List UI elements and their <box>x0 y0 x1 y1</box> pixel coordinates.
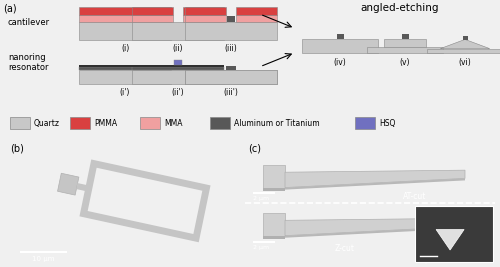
Text: PMMA: PMMA <box>94 119 117 128</box>
Polygon shape <box>263 236 285 239</box>
Bar <box>185 15 226 22</box>
Bar <box>227 16 235 22</box>
Bar <box>336 34 344 40</box>
Text: (ii'): (ii') <box>172 88 184 97</box>
Text: (iii'): (iii') <box>224 88 238 97</box>
Bar <box>236 15 277 22</box>
Bar <box>185 70 277 84</box>
Text: (a): (a) <box>3 3 16 13</box>
Polygon shape <box>285 170 465 187</box>
Bar <box>427 49 500 53</box>
Text: (i): (i) <box>121 45 129 53</box>
Text: angled-etching: angled-etching <box>361 3 440 13</box>
Bar <box>236 7 277 15</box>
Bar <box>132 65 224 67</box>
Bar <box>210 117 230 129</box>
Bar <box>132 67 224 70</box>
Bar <box>355 117 375 129</box>
Bar <box>70 117 90 129</box>
Polygon shape <box>263 187 285 191</box>
Text: nanoring
resonator: nanoring resonator <box>8 53 48 72</box>
Polygon shape <box>285 226 465 238</box>
Text: 2 μm: 2 μm <box>253 196 269 201</box>
Bar <box>84 164 206 238</box>
Bar <box>302 40 378 53</box>
Bar <box>140 117 160 129</box>
Bar <box>132 70 224 84</box>
Bar <box>402 34 408 40</box>
Polygon shape <box>285 218 465 236</box>
Text: (i'): (i') <box>120 88 130 97</box>
Bar <box>183 7 224 15</box>
Text: (b): (b) <box>10 144 24 154</box>
Text: 1 μm: 1 μm <box>420 259 434 264</box>
Bar <box>10 117 30 129</box>
Text: Quartz: Quartz <box>34 119 60 128</box>
Bar <box>132 22 224 40</box>
Bar <box>226 66 236 70</box>
Text: cantilever: cantilever <box>8 18 50 27</box>
Text: (c): (c) <box>248 144 261 154</box>
Bar <box>79 15 171 22</box>
Text: (ii): (ii) <box>173 45 183 53</box>
Bar <box>79 67 171 70</box>
Bar <box>185 22 277 40</box>
Bar <box>76 183 90 192</box>
Bar <box>384 40 426 47</box>
Polygon shape <box>440 40 490 49</box>
Text: HSQ: HSQ <box>379 119 396 128</box>
Text: AT-cut: AT-cut <box>404 192 426 201</box>
Bar <box>183 15 224 22</box>
Text: (vi): (vi) <box>458 58 471 66</box>
Bar <box>462 36 468 40</box>
Bar <box>58 173 79 195</box>
Bar <box>185 7 226 15</box>
Text: Aluminum or Titanium: Aluminum or Titanium <box>234 119 320 128</box>
Bar <box>415 206 493 262</box>
Text: (v): (v) <box>400 58 410 66</box>
Bar <box>79 7 171 15</box>
Bar <box>263 165 285 187</box>
Text: 2 μm: 2 μm <box>253 245 269 250</box>
Bar <box>174 60 182 65</box>
Bar <box>79 65 171 67</box>
Bar <box>185 70 277 84</box>
Bar <box>79 70 171 84</box>
Bar <box>132 15 173 22</box>
Polygon shape <box>285 178 465 190</box>
Text: MMA: MMA <box>164 119 182 128</box>
Polygon shape <box>436 230 464 250</box>
Text: Z-cut: Z-cut <box>335 244 355 253</box>
Text: (iv): (iv) <box>334 58 346 66</box>
Text: 10 μm: 10 μm <box>32 256 54 262</box>
Bar <box>79 22 171 40</box>
Bar <box>263 213 285 236</box>
Text: (iii): (iii) <box>224 45 237 53</box>
Bar <box>367 47 443 53</box>
Bar <box>132 7 173 15</box>
